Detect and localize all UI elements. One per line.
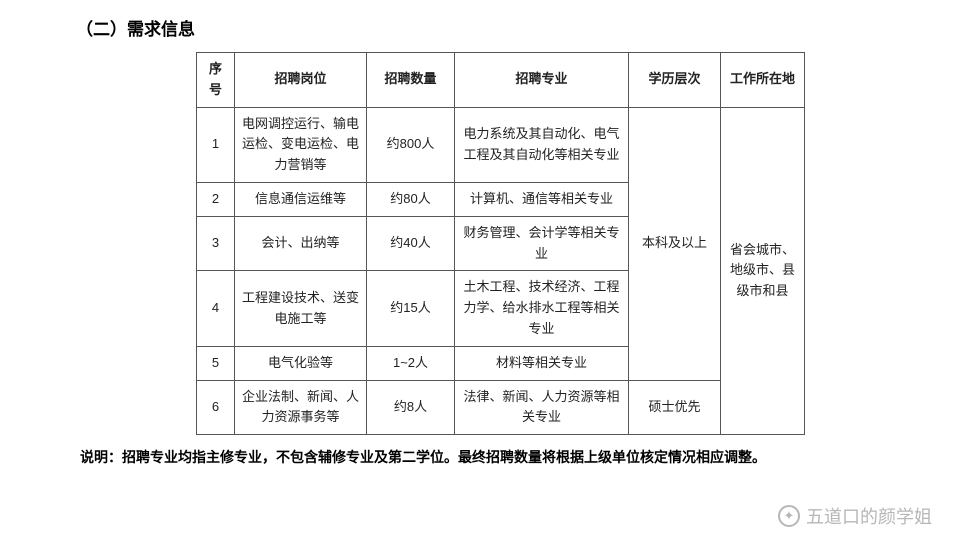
cell-index: 2 (197, 182, 235, 216)
col-header-major: 招聘专业 (455, 53, 629, 108)
cell-position: 信息通信运维等 (235, 182, 367, 216)
table-header-row: 序号 招聘岗位 招聘数量 招聘专业 学历层次 工作所在地 (197, 53, 805, 108)
col-header-edu: 学历层次 (629, 53, 721, 108)
cell-quantity: 1~2人 (367, 346, 455, 380)
cell-major: 财务管理、会计学等相关专业 (455, 216, 629, 271)
cell-index: 5 (197, 346, 235, 380)
cell-major: 电力系统及其自动化、电气工程及其自动化等相关专业 (455, 107, 629, 182)
cell-major: 材料等相关专业 (455, 346, 629, 380)
cell-quantity: 约15人 (367, 271, 455, 346)
cell-quantity: 约800人 (367, 107, 455, 182)
cell-major: 计算机、通信等相关专业 (455, 182, 629, 216)
cell-position: 会计、出纳等 (235, 216, 367, 271)
col-header-index: 序号 (197, 53, 235, 108)
cell-edu: 本科及以上 (629, 107, 721, 380)
table-row: 1 电网调控运行、输电运检、变电运检、电力营销等 约800人 电力系统及其自动化… (197, 107, 805, 182)
table-container: 序号 招聘岗位 招聘数量 招聘专业 学历层次 工作所在地 1 电网调控运行、输电… (0, 52, 962, 435)
footnote-text: 说明：招聘专业均指主修专业，不包含辅修专业及第二学位。最终招聘数量将根据上级单位… (0, 435, 962, 467)
table-row: 6 企业法制、新闻、人力资源事务等 约8人 法律、新闻、人力资源等相关专业 硕士… (197, 380, 805, 435)
cell-position: 工程建设技术、送变电施工等 (235, 271, 367, 346)
cell-quantity: 约80人 (367, 182, 455, 216)
wechat-icon: ✦ (778, 505, 800, 527)
col-header-quantity: 招聘数量 (367, 53, 455, 108)
watermark: ✦ 五道口的颜学姐 (778, 503, 932, 529)
cell-quantity: 约40人 (367, 216, 455, 271)
col-header-position: 招聘岗位 (235, 53, 367, 108)
cell-index: 6 (197, 380, 235, 435)
cell-major: 土木工程、技术经济、工程力学、给水排水工程等相关专业 (455, 271, 629, 346)
cell-major: 法律、新闻、人力资源等相关专业 (455, 380, 629, 435)
cell-position: 企业法制、新闻、人力资源事务等 (235, 380, 367, 435)
cell-position: 电网调控运行、输电运检、变电运检、电力营销等 (235, 107, 367, 182)
cell-index: 1 (197, 107, 235, 182)
cell-location: 省会城市、地级市、县级市和县 (721, 107, 805, 435)
cell-index: 3 (197, 216, 235, 271)
section-heading: （二）需求信息 (0, 0, 962, 52)
cell-index: 4 (197, 271, 235, 346)
cell-edu: 硕士优先 (629, 380, 721, 435)
cell-position: 电气化验等 (235, 346, 367, 380)
recruitment-table: 序号 招聘岗位 招聘数量 招聘专业 学历层次 工作所在地 1 电网调控运行、输电… (196, 52, 805, 435)
col-header-location: 工作所在地 (721, 53, 805, 108)
cell-quantity: 约8人 (367, 380, 455, 435)
watermark-label: 五道口的颜学姐 (806, 503, 932, 529)
